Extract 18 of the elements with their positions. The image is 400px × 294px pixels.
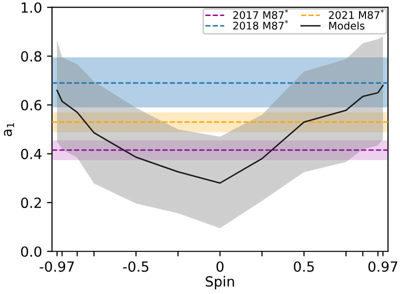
legend-label: 2017 M87$^{*}$ <box>233 9 288 19</box>
legend-label: 2021 M87$^{*}$ <box>328 9 384 19</box>
x-tick-label: 0.5 <box>294 261 314 272</box>
x-tick-label: 0.97 <box>368 261 398 272</box>
line-series <box>56 84 384 184</box>
x-tick-label: -0.5 <box>123 261 148 272</box>
y-tick-label: 0.4 <box>21 148 42 160</box>
x-tick-label: 0 <box>216 261 224 272</box>
y-tick-label: 1.0 <box>22 2 42 13</box>
y-tick-label: 0.2 <box>21 198 41 208</box>
legend-label: 2018 M87$^{*}$ <box>233 20 288 30</box>
x-axis-title: Spin <box>206 276 234 290</box>
y-tick-label: 0.0 <box>21 246 42 257</box>
x-tick-label: -0.97 <box>40 261 74 272</box>
y-axis-title: a$_{1}$ <box>4 123 14 136</box>
legend-label: Models <box>329 22 364 30</box>
y-tick-label: 0.8 <box>21 51 42 62</box>
y-tick-label: 0.6 <box>21 100 42 110</box>
